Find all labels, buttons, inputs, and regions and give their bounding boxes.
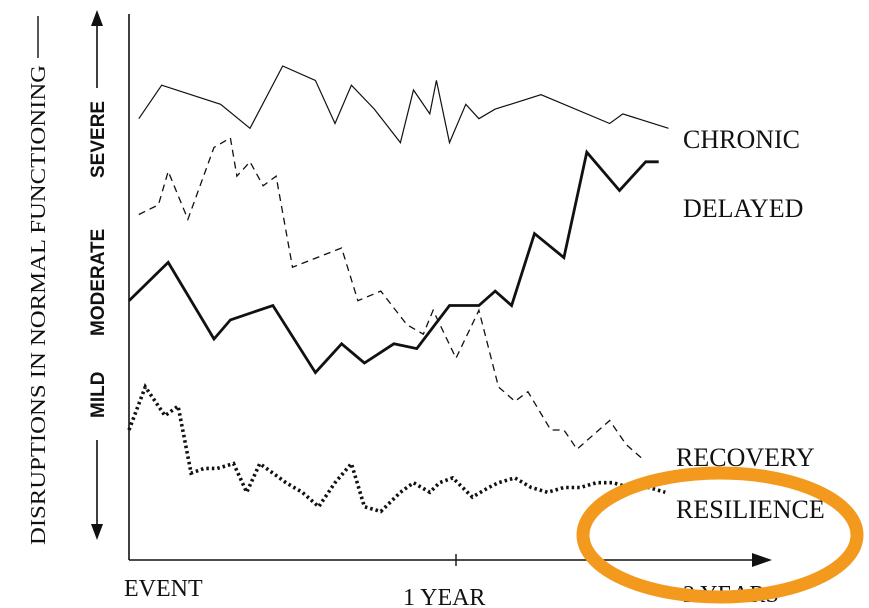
y-level-arrow-head-down [91, 524, 103, 540]
series-line-recovery [138, 136, 643, 460]
y-level-labels: MILD MODERATE SEVERE [88, 10, 109, 540]
series-label-chronic: CHRONIC [683, 125, 800, 154]
y-level-severe: SEVERE [88, 101, 109, 178]
highlight-circle [576, 466, 864, 604]
series-line-delayed [128, 149, 659, 375]
series-label-resilience: RESILIENCE [676, 495, 825, 524]
series-layer [127, 65, 669, 514]
series-label-delayed: DELAYED [683, 194, 803, 223]
x-tick-label-event: EVENT [124, 576, 203, 602]
x-tick-label-1-year: 1 YEAR [403, 585, 485, 608]
y-level-arrow-head-up [91, 10, 103, 26]
series-line-resilience [127, 383, 666, 514]
y-axis-title: DISRUPTIONS IN NORMAL FUNCTIONING [26, 65, 50, 545]
y-axis-title-group: DISRUPTIONS IN NORMAL FUNCTIONING [26, 16, 50, 545]
y-level-moderate: MODERATE [88, 229, 109, 336]
series-line-chronic [138, 65, 669, 145]
y-level-mild: MILD [88, 372, 109, 418]
x-axis-arrow-head [752, 553, 772, 567]
